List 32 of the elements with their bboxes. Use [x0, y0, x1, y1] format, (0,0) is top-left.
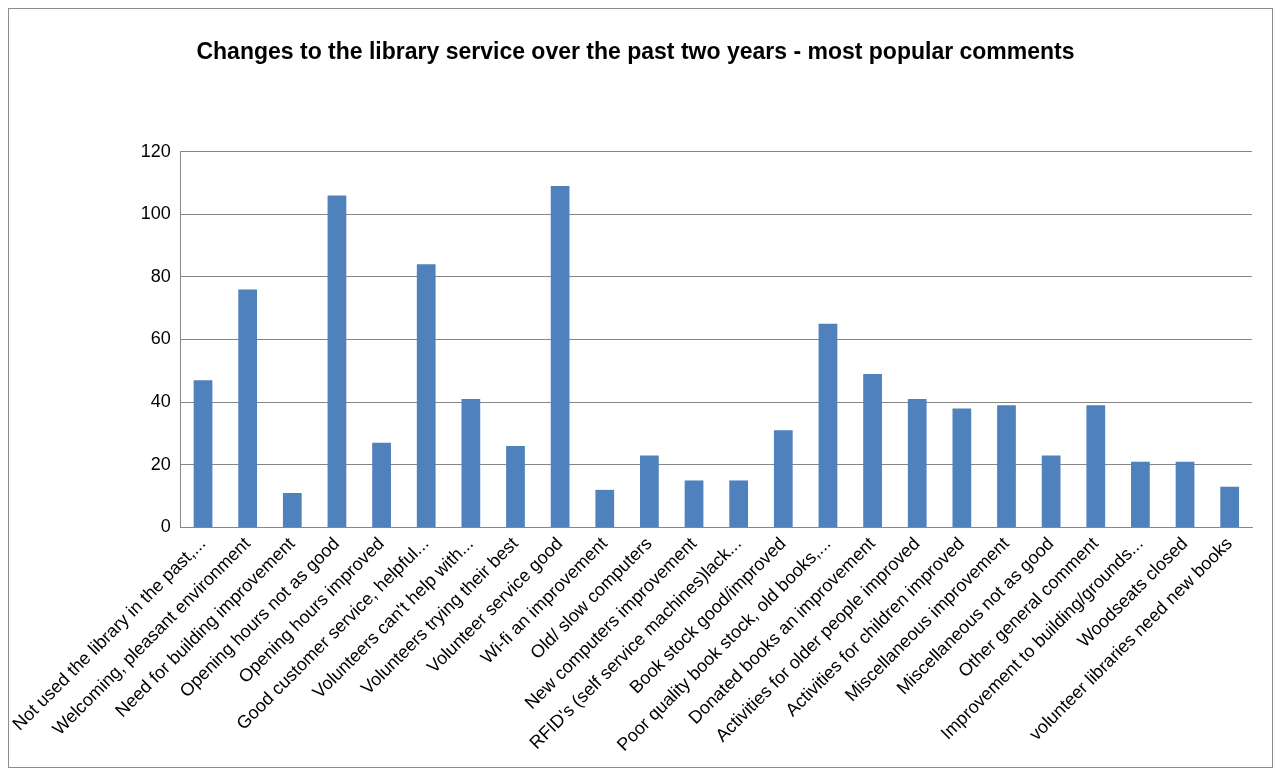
bar: [282, 492, 302, 527]
bar: [818, 323, 838, 527]
y-tick-label: 20: [150, 453, 171, 474]
bar: [550, 186, 570, 527]
chart-title: Changes to the library service over the past two years - most popular comments: [196, 38, 1075, 65]
bar: [416, 264, 436, 527]
y-tick-label: 60: [150, 328, 171, 349]
y-tick-label: 120: [140, 140, 171, 161]
bar: [640, 455, 659, 527]
y-tick-label: 100: [140, 203, 171, 224]
bar: [1041, 455, 1061, 527]
bar: [773, 430, 793, 527]
bar: [372, 442, 391, 527]
bar: [327, 195, 347, 527]
bar: [997, 405, 1016, 527]
bar: [506, 446, 525, 527]
bar: [1131, 461, 1150, 527]
bar: [907, 399, 927, 527]
y-tick-label: 0: [160, 516, 171, 537]
y-tick-label: 80: [150, 265, 171, 286]
bar: [461, 399, 481, 527]
bar: [238, 289, 258, 527]
bar: [684, 480, 704, 527]
bar: [863, 373, 882, 527]
bar: [595, 489, 615, 527]
bar: [1086, 405, 1106, 527]
y-tick-label: 40: [150, 391, 171, 412]
bar: [193, 380, 213, 527]
bar: [1175, 461, 1195, 527]
bar: [1220, 486, 1240, 527]
bar: [729, 480, 749, 527]
bar: [952, 408, 972, 527]
